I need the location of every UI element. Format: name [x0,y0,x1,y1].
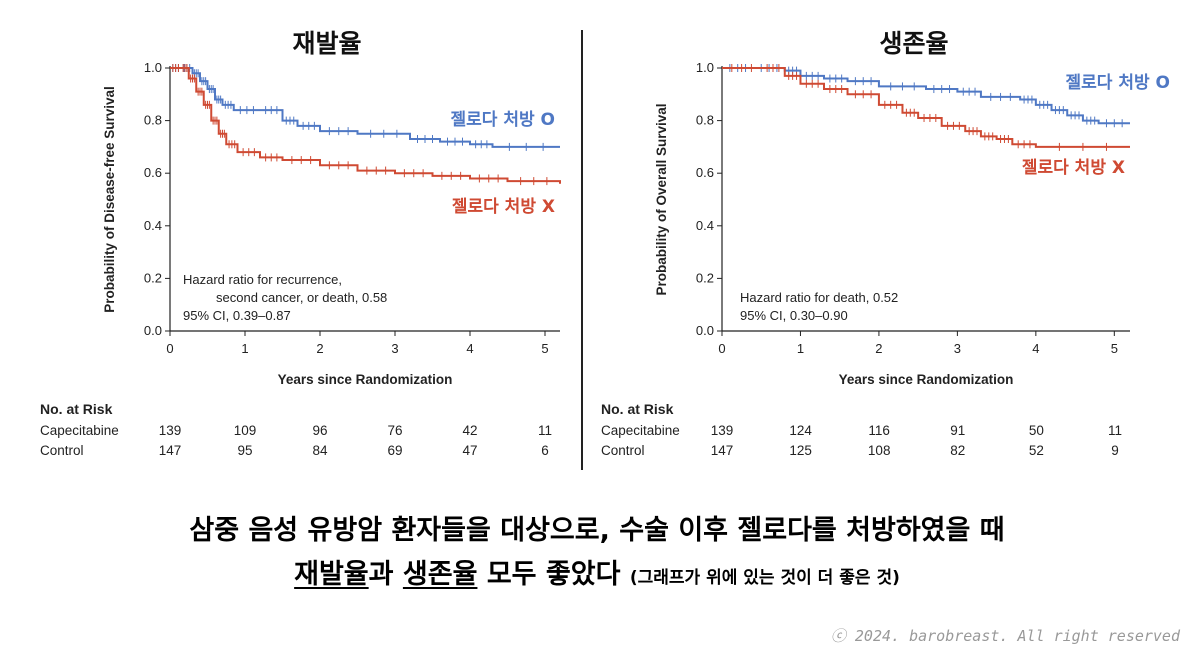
os-x-tick-label: 2 [875,341,882,356]
os-risk-value: 9 [1111,443,1119,458]
os-risk-value: 108 [868,443,891,458]
os-risk-value: 125 [789,443,812,458]
os-y-tick-label: 1.0 [696,60,714,75]
dfs-x-tick-label: 4 [466,341,473,356]
dfs-risk-row-label: Capecitabine [40,423,119,438]
dfs-risk-value: 11 [538,423,552,438]
dfs-series-line-treated [170,67,560,148]
dfs-x-tick-label: 3 [391,341,398,356]
dfs-y-tick-label: 0.2 [144,270,162,285]
dfs-hazard-ratio-text: second cancer, or death, 0.58 [216,290,387,305]
os-y-tick-label: 0.2 [696,270,714,285]
dfs-y-tick-label: 0.8 [144,113,162,128]
os-y-tick-label: 0.8 [696,113,714,128]
dfs-chart-title: 재발율 [292,29,361,58]
os-series-label-treated: 젤로다 처방 O [1066,73,1171,93]
os-x-tick-label: 1 [797,341,804,356]
os-risk-value: 124 [789,423,812,438]
os-risk-value: 52 [1029,443,1044,458]
os-x-tick-label: 0 [718,341,725,356]
dfs-risk-value: 95 [237,443,252,458]
headline-term-recurrence: 재발율 [294,559,369,590]
dfs-x-axis-title: Years since Randomization [278,372,453,387]
dfs-risk-value: 69 [387,443,402,458]
os-x-axis-title: Years since Randomization [839,372,1014,387]
dfs-x-tick-label: 2 [316,341,323,356]
os-y-tick-label: 0.0 [696,323,714,338]
os-x-tick-label: 5 [1111,341,1118,356]
headline-term-survival: 생존율 [402,559,478,590]
os-risk-value: 116 [868,423,890,438]
os-series-label-control: 젤로다 처방 X [1022,158,1125,178]
dfs-y-tick-label: 1.0 [144,60,162,75]
os-risk-row-label: Capecitabine [601,423,680,438]
os-y-axis-title: Probability of Overall Survival [654,103,669,295]
dfs-risk-value: 47 [462,443,477,458]
dfs-x-tick-label: 0 [166,341,173,356]
os-x-tick-label: 3 [954,341,961,356]
headline-line-2: 재발율과 생존율 모두 좋았다 (그래프가 위에 있는 것이 더 좋은 것) [0,552,1194,591]
os-hazard-ratio-text: Hazard ratio for death, 0.52 [740,290,898,305]
dfs-risk-value: 96 [312,423,327,438]
headline-line-1: 삼중 음성 유방암 환자들을 대상으로, 수술 이후 젤로다를 처방하였을 때 [189,515,1005,546]
os-risk-table-title: No. at Risk [601,401,674,417]
os-y-tick-label: 0.4 [696,218,714,233]
headline-connector: 과 [368,559,403,590]
dfs-y-tick-label: 0.0 [144,323,162,338]
dfs-risk-value: 139 [159,423,182,438]
os-risk-value: 50 [1029,423,1044,438]
dfs-risk-table-title: No. at Risk [40,401,113,417]
dfs-y-tick-label: 0.4 [144,218,162,233]
os-risk-value: 147 [711,443,734,458]
os-risk-row-label: Control [601,443,645,458]
os-chart-title: 생존율 [879,29,948,58]
dfs-x-tick-label: 1 [241,341,248,356]
dfs-y-axis-title: Probability of Disease-free Survival [102,86,117,313]
os-x-tick-label: 4 [1032,341,1039,356]
dfs-risk-value: 6 [541,443,549,458]
dfs-risk-value: 42 [462,423,477,438]
dfs-hazard-ratio-text: Hazard ratio for recurrence, [183,272,342,287]
copyright-notice: ⓒ 2024. barobreast. All right reserved [830,627,1180,645]
dfs-risk-value: 147 [159,443,182,458]
dfs-hazard-ratio-text: 95% CI, 0.39–0.87 [183,308,291,323]
dfs-x-tick-label: 5 [541,341,548,356]
os-risk-value: 139 [711,423,734,438]
dfs-risk-value: 84 [312,443,328,458]
os-risk-value: 11 [1108,423,1122,438]
dfs-risk-value: 76 [387,423,402,438]
os-risk-value: 82 [950,443,965,458]
os-y-tick-label: 0.6 [696,165,714,180]
dfs-y-tick-label: 0.6 [144,165,162,180]
os-hazard-ratio-text: 95% CI, 0.30–0.90 [740,308,848,323]
dfs-series-label-treated: 젤로다 처방 O [451,110,556,130]
headline-conclusion: 모두 좋았다 [477,559,630,590]
headline-note: (그래프가 위에 있는 것이 더 좋은 것) [629,568,900,588]
dfs-series-label-control: 젤로다 처방 X [452,197,555,217]
dfs-risk-row-label: Control [40,443,84,458]
dfs-risk-value: 109 [234,423,257,438]
os-series-line-control [722,67,1130,148]
os-risk-value: 91 [950,423,965,438]
